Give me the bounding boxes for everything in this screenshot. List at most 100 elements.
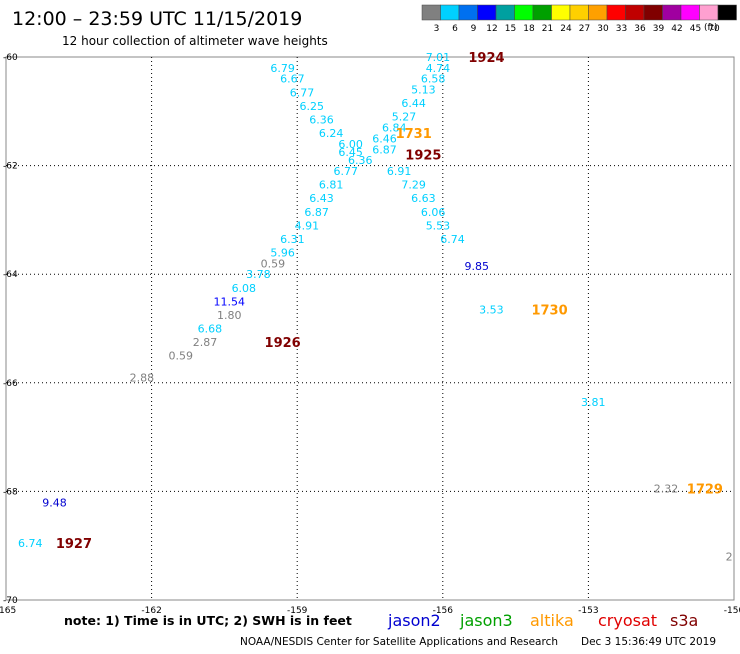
satellite-legend: jason2 jason3 altika cryosat s3a: [387, 611, 698, 630]
y-tick-label: -62: [3, 162, 18, 172]
y-tick-labels: -60 -62 -64 -66 -68 -70: [3, 53, 18, 606]
colorbar-swatch: [588, 4, 608, 21]
swh-value-label: 5.53: [426, 219, 451, 232]
pass-time-label: 1731: [396, 127, 432, 142]
colorbar-tick-label: 21: [542, 24, 553, 34]
swh-value-label: 6.06: [421, 206, 446, 219]
swh-value-label: 3.78: [246, 268, 271, 281]
legend-jason2: jason2: [387, 611, 441, 630]
legend-note: note: 1) Time is in UTC; 2) SWH is in fe…: [64, 613, 352, 628]
colorbar-swatch: [643, 4, 663, 21]
swh-value-label: 2: [726, 551, 733, 564]
swh-value-label: 6.00: [338, 138, 363, 151]
y-tick-label: -66: [3, 379, 18, 389]
swh-value-label: 6.45: [338, 146, 363, 159]
colorbar-tick-label: 42: [671, 24, 682, 34]
swh-value-label: 6.79: [270, 62, 295, 75]
swh-value-label: 0.59: [261, 257, 286, 270]
chart-subtitle: 12 hour collection of altimeter wave hei…: [62, 34, 328, 48]
legend-altika: altika: [530, 611, 574, 630]
legend-jason3: jason3: [459, 611, 513, 630]
swh-value-label: 5.96: [270, 246, 295, 259]
swh-value-label: 6.58: [421, 73, 446, 86]
swh-value-label: 6.74: [440, 233, 465, 246]
plot-frame: [5, 56, 735, 601]
swh-value-label: 7.01: [426, 51, 451, 64]
swh-value-label: 6.84: [382, 122, 407, 135]
legend-cryosat: cryosat: [598, 611, 657, 630]
y-tick-label: -64: [3, 270, 18, 280]
colorbar-tick-label: 39: [653, 24, 665, 34]
colorbar-tick-label: 70: [708, 24, 720, 34]
swh-value-label: 4.74: [426, 62, 451, 75]
swh-value-label: 6.74: [18, 537, 43, 550]
swh-value-label: 2.32: [654, 483, 679, 496]
x-tick-label: -162: [141, 606, 161, 616]
x-tick-label: -153: [578, 606, 598, 616]
swh-value-label: 7.29: [401, 179, 426, 192]
colorbar-swatch: [551, 4, 571, 21]
swh-value-label: 3.53: [479, 303, 504, 316]
colorbar-swatch: [680, 4, 700, 21]
swh-value-label: 9.85: [465, 260, 490, 273]
colorbar-swatch: [569, 4, 589, 21]
colorbar-tick-label: 24: [560, 24, 572, 34]
swh-value-label: 3.81: [581, 396, 606, 409]
x-tick-label: -165: [0, 606, 16, 616]
x-tick-label: -159: [287, 606, 308, 616]
grid: [6, 57, 734, 600]
colorbar-swatch: [514, 4, 534, 21]
chart-title: 12:00 – 23:59 UTC 11/15/2019: [12, 8, 302, 30]
swh-value-label: 6.87: [372, 143, 397, 156]
swh-value-label: 6.36: [348, 154, 373, 167]
colorbar-tick-label: 33: [616, 24, 627, 34]
colorbar-swatch: [717, 4, 737, 21]
colorbar-tick-label: 27: [579, 24, 590, 34]
colorbar-tick-label: 9: [471, 24, 477, 34]
colorbar-tick-label: 12: [486, 24, 497, 34]
swh-value-label: 6.24: [319, 127, 344, 140]
x-tick-label: -150: [724, 606, 740, 616]
colorbar-tick-label: 6: [452, 24, 458, 34]
data-points: 7.014.746.585.136.445.276.846.466.876.91…: [18, 51, 733, 564]
swh-value-label: 6.08: [232, 282, 257, 295]
colorbar-tick-label: 36: [634, 24, 646, 34]
footer-timestamp: Dec 3 15:36:49 UTC 2019: [581, 636, 716, 648]
swh-value-label: 6.68: [198, 323, 223, 336]
swh-value-label: 6.25: [300, 100, 325, 113]
swh-value-label: 5.27: [392, 111, 417, 124]
colorbar: 3 6 9 12 15 18 21 24 27 30 33 36 39 42 45 70: [421, 4, 737, 34]
swh-value-label: 9.48: [42, 496, 67, 509]
swh-value-label: 6.31: [280, 233, 305, 246]
legend-s3a: s3a: [670, 611, 698, 630]
x-tick-labels: -165 -162 -159 -156 -153 -150: [0, 606, 740, 616]
swh-value-label: 5.13: [411, 84, 436, 97]
swh-value-label: 2.88: [130, 371, 155, 384]
swh-value-label: 4.91: [295, 219, 320, 232]
swh-value-label: 6.36: [309, 113, 334, 126]
swh-value-label: 2.87: [193, 336, 218, 349]
colorbar-tick-label: 45: [690, 24, 701, 34]
swh-value-label: 6.91: [387, 165, 412, 178]
swh-value-label: 6.81: [319, 179, 344, 192]
y-tick-label: -60: [3, 53, 18, 63]
swh-value-label: 6.43: [309, 192, 334, 205]
colorbar-swatch: [477, 4, 497, 21]
swh-value-label: 6.77: [290, 86, 315, 99]
pass-time-label: 1927: [56, 537, 92, 552]
swh-value-label: 6.67: [280, 73, 305, 86]
x-tick-label: -156: [433, 606, 454, 616]
footer-credit: NOAA/NESDIS Center for Satellite Applica…: [240, 636, 558, 648]
swh-value-label: 6.46: [372, 132, 397, 145]
y-tick-label: -68: [3, 487, 18, 497]
colorbar-tick-label: 18: [523, 24, 535, 34]
swh-value-label: 6.63: [411, 192, 436, 205]
colorbar-swatch: [625, 4, 645, 21]
pass-time-label: 1925: [405, 149, 441, 164]
colorbar-tick-label: 3: [434, 24, 440, 34]
colorbar-swatch: [421, 4, 441, 21]
swh-value-label: 6.77: [333, 165, 358, 178]
colorbar-unit: (ft): [704, 23, 718, 33]
colorbar-swatch: [662, 4, 682, 21]
